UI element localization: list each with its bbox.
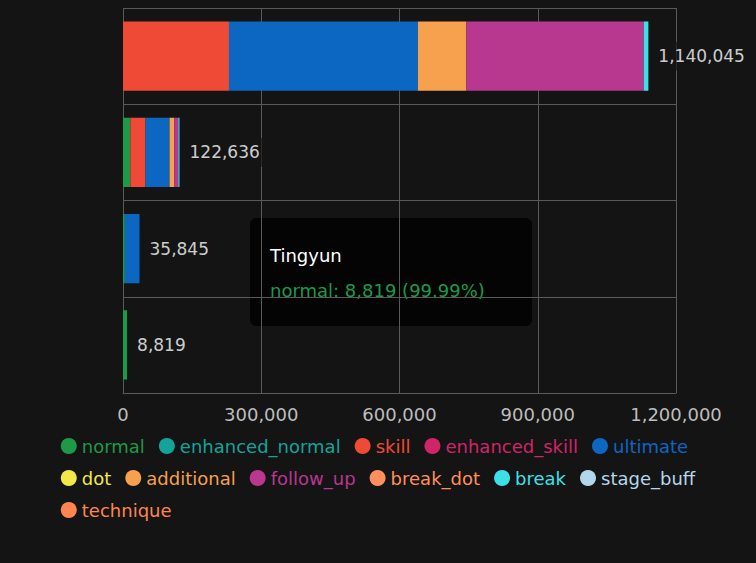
svg-text:600,000: 600,000 (362, 404, 436, 425)
svg-text:stage_buff: stage_buff (601, 468, 696, 490)
svg-text:1,200,000: 1,200,000 (630, 404, 722, 425)
svg-text:skill: skill (376, 436, 411, 457)
svg-text:0: 0 (117, 404, 128, 425)
svg-text:35,845: 35,845 (150, 239, 209, 259)
svg-text:ultimate: ultimate (613, 436, 688, 457)
svg-text:break: break (515, 468, 567, 489)
svg-text:additional: additional (146, 468, 235, 489)
svg-text:900,000: 900,000 (501, 404, 575, 425)
svg-text:break_dot: break_dot (391, 468, 480, 490)
svg-text:technique: technique (82, 500, 172, 521)
svg-text:1,140,045: 1,140,045 (658, 46, 745, 66)
svg-text:Tingyun: Tingyun (269, 245, 342, 266)
svg-text:8,819: 8,819 (137, 335, 186, 355)
svg-text:122,636: 122,636 (190, 142, 260, 162)
svg-text:follow_up: follow_up (271, 468, 356, 490)
svg-text:enhanced_normal: enhanced_normal (180, 436, 341, 458)
svg-text:300,000: 300,000 (224, 404, 298, 425)
svg-text:normal: normal (82, 436, 145, 457)
svg-text:dot: dot (82, 468, 112, 489)
svg-text:enhanced_skill: enhanced_skill (445, 436, 578, 458)
svg-text:normal: 8,819 (99.99%): normal: 8,819 (99.99%) (270, 279, 485, 301)
